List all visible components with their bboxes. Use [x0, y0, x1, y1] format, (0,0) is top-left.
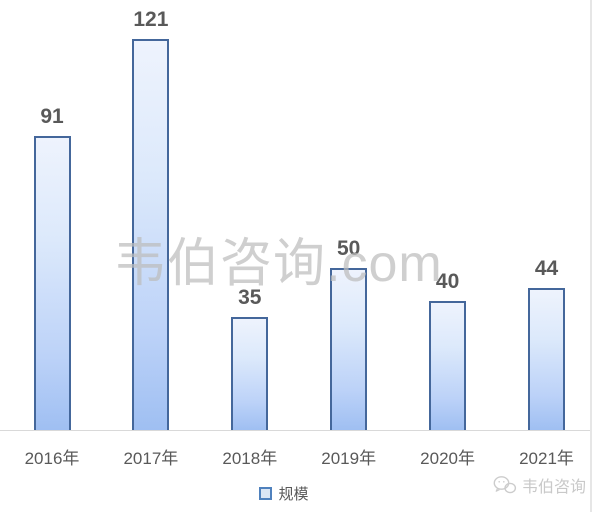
- value-label-2019年: 50: [337, 237, 361, 260]
- value-label-2016年: 91: [40, 105, 64, 128]
- legend-label: 规模: [278, 486, 309, 503]
- bar-2020年: [429, 301, 467, 430]
- bottom-right-watermark: 韦伯咨询: [493, 473, 586, 497]
- x-axis-label-2021年: 2021年: [519, 449, 574, 468]
- bottom-right-watermark-text: 韦伯咨询: [521, 479, 586, 496]
- right-edge-divider: [590, 0, 592, 512]
- x-axis-label-2019年: 2019年: [321, 449, 377, 468]
- wechat-icon: [493, 475, 517, 495]
- x-axis-line: [0, 430, 591, 431]
- value-label-2021年: 44: [534, 257, 559, 280]
- value-label-2018年: 35: [238, 286, 262, 309]
- value-label-2017年: 121: [133, 8, 169, 31]
- bar-2019年: [330, 268, 368, 430]
- x-axis-label-2020年: 2020年: [420, 449, 475, 468]
- chart-legend: 规模: [0, 483, 584, 504]
- bar-2018年: [231, 317, 269, 430]
- x-axis-label-2016年: 2016年: [24, 449, 80, 468]
- bar-2021年: [528, 288, 565, 430]
- bar-2016年: [33, 136, 71, 430]
- value-label-2020年: 40: [435, 270, 460, 293]
- x-axis-label-2018年: 2018年: [222, 449, 278, 468]
- x-axis-label-2017年: 2017年: [123, 449, 179, 468]
- legend-swatch-icon: [259, 487, 273, 500]
- bar-2017年: [132, 39, 170, 430]
